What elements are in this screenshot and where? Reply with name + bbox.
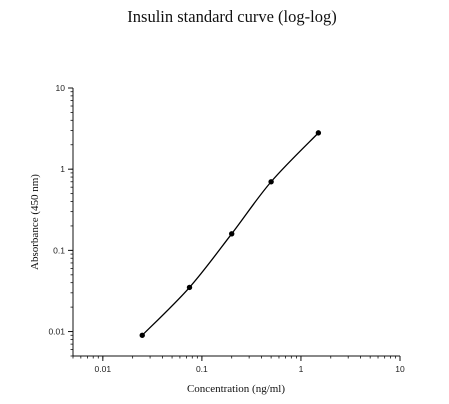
y-tick-label: 10 [56, 83, 66, 93]
data-point [186, 284, 193, 291]
y-axis-label: Absorbance (450 nm) [29, 174, 41, 270]
x-axis-label: Concentration (ng/ml) [187, 383, 285, 395]
chart-title: Insulin standard curve (log-log) [127, 7, 336, 26]
y-tick-label: 0.1 [53, 245, 65, 255]
chart-axes [72, 88, 400, 357]
x-tick-label: 0.1 [196, 364, 208, 374]
minor-ticks [70, 87, 401, 359]
data-points [139, 130, 322, 338]
x-tick-label: 10 [395, 364, 405, 374]
data-point [268, 179, 274, 185]
major-ticks [68, 87, 401, 361]
tick-labels: 0.01 0.1 1 10 0.01 0.1 1 10 [48, 83, 405, 374]
data-point [229, 231, 235, 237]
y-tick-label: 1 [60, 164, 65, 174]
x-tick-label: 0.01 [95, 364, 112, 374]
y-tick-label: 0.01 [48, 327, 65, 337]
data-point [315, 130, 322, 136]
data-point [139, 332, 145, 338]
x-tick-label: 1 [299, 364, 304, 374]
